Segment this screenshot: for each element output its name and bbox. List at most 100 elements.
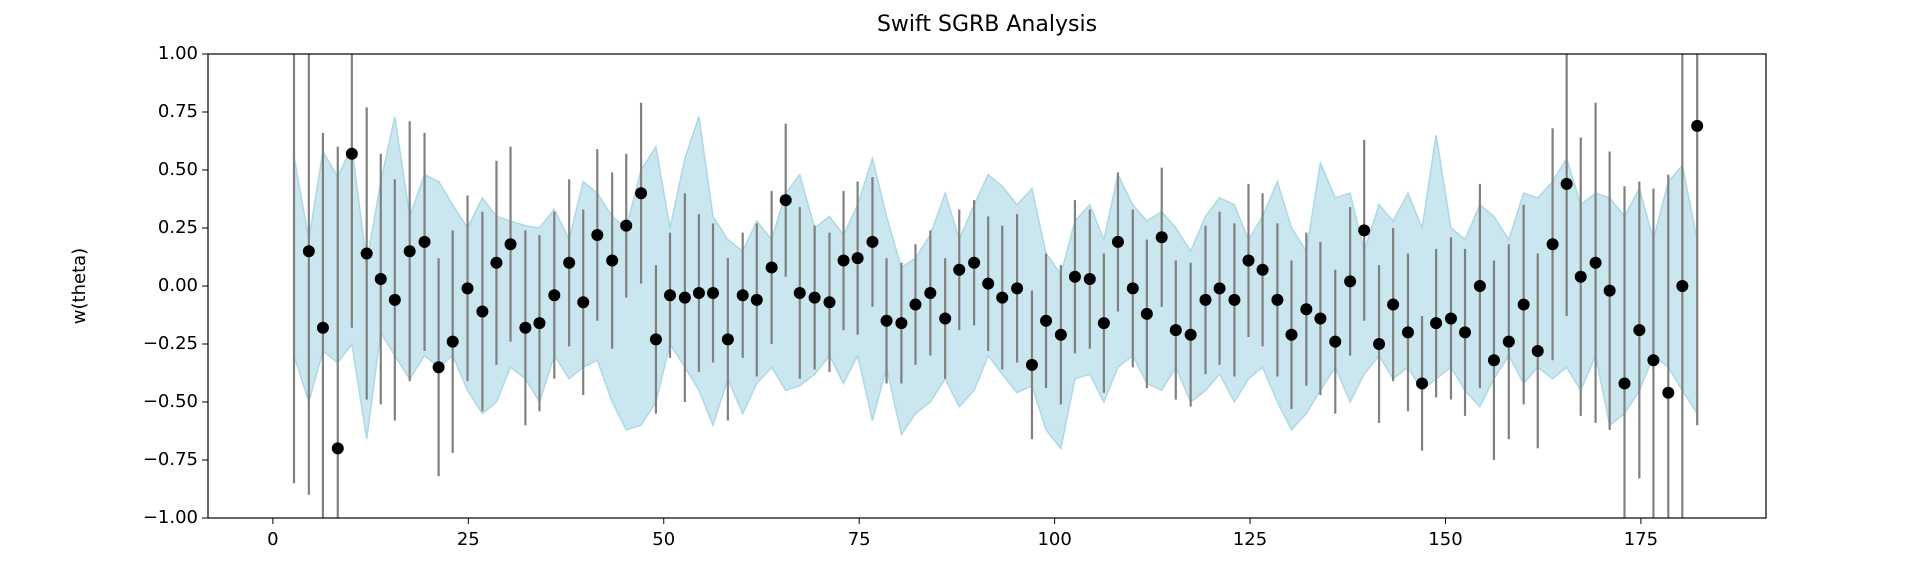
data-point	[577, 296, 590, 309]
data-point	[895, 317, 908, 330]
data-point	[345, 147, 358, 160]
x-tick-label: 0	[267, 529, 278, 550]
confidence-band	[293, 116, 1698, 451]
data-point	[1314, 312, 1327, 325]
data-point	[736, 289, 749, 302]
data-point	[461, 282, 474, 295]
data-point	[1647, 354, 1660, 367]
data-point	[1329, 335, 1342, 348]
data-point	[779, 194, 792, 207]
data-point	[649, 333, 662, 346]
data-point	[1169, 324, 1182, 337]
data-point	[953, 263, 966, 276]
data-point	[635, 187, 648, 200]
plot-area	[288, 25, 1704, 518]
data-point	[1285, 328, 1298, 341]
data-point	[620, 219, 633, 232]
x-tick-label: 175	[1624, 529, 1658, 550]
data-point	[678, 291, 691, 304]
data-point	[288, 25, 300, 37]
data-point	[519, 321, 532, 334]
data-point	[880, 314, 893, 327]
data-point	[750, 293, 763, 306]
data-point	[1473, 280, 1486, 292]
data-point	[664, 289, 677, 302]
chart-title: Swift SGRB Analysis	[877, 12, 1097, 37]
x-tick-label: 125	[1233, 529, 1267, 550]
data-point	[1300, 303, 1313, 316]
data-point	[1228, 293, 1241, 306]
y-tick-label: 0.00	[158, 275, 198, 296]
data-point	[1358, 224, 1371, 237]
x-tick-label: 50	[652, 529, 675, 550]
data-point	[924, 286, 937, 299]
data-point	[1040, 314, 1053, 327]
data-point	[851, 252, 864, 265]
data-point	[1502, 335, 1515, 348]
data-point	[1373, 338, 1386, 350]
data-point	[1633, 324, 1646, 337]
data-point	[548, 289, 561, 302]
data-point	[1054, 328, 1067, 341]
data-point	[606, 254, 619, 267]
data-point	[1618, 377, 1631, 390]
data-point	[996, 291, 1009, 304]
y-tick-label: −0.25	[143, 333, 198, 354]
data-point	[418, 235, 431, 248]
data-point	[302, 245, 315, 258]
data-point	[490, 256, 503, 269]
data-point	[504, 238, 517, 251]
data-point	[374, 273, 387, 286]
data-point	[1271, 293, 1284, 306]
data-point	[968, 256, 981, 269]
data-point	[403, 245, 416, 258]
data-point	[1430, 317, 1443, 330]
data-point	[1256, 263, 1269, 276]
data-point	[591, 228, 604, 241]
y-tick-label: 0.25	[158, 217, 198, 238]
data-point	[1416, 377, 1429, 390]
data-point	[721, 333, 734, 346]
data-point	[1140, 307, 1153, 320]
y-tick-label: 0.75	[158, 101, 198, 122]
data-point	[1560, 177, 1573, 190]
x-tick-label: 150	[1428, 529, 1462, 550]
y-tick-label: −0.75	[143, 449, 198, 470]
y-axis-label: w(theta)	[69, 248, 90, 324]
y-tick-label: −0.50	[143, 391, 198, 412]
data-point	[1242, 254, 1255, 267]
data-point	[808, 291, 821, 304]
data-point	[388, 293, 401, 306]
data-point	[823, 296, 836, 309]
data-point	[1011, 282, 1024, 295]
data-point	[1401, 326, 1414, 339]
data-point	[1603, 284, 1616, 297]
data-point	[1546, 238, 1559, 251]
data-point	[692, 286, 705, 299]
y-tick-label: 1.00	[158, 43, 198, 64]
data-point	[1387, 298, 1400, 311]
data-point	[1344, 275, 1357, 288]
data-point	[1213, 282, 1226, 295]
data-point	[563, 256, 576, 269]
data-point	[939, 312, 952, 325]
data-point	[360, 247, 373, 260]
y-tick-label: −1.00	[143, 507, 198, 528]
data-point	[1459, 326, 1472, 339]
data-point	[1199, 293, 1212, 306]
data-point	[793, 286, 806, 299]
data-point	[1126, 282, 1139, 295]
x-tick-label: 25	[457, 529, 480, 550]
data-point	[1574, 270, 1587, 283]
data-point	[533, 317, 546, 330]
data-point	[1025, 358, 1038, 371]
data-point	[1444, 312, 1457, 325]
data-point	[1083, 273, 1096, 286]
data-point	[982, 277, 995, 290]
data-point	[1487, 354, 1500, 367]
data-point	[1155, 231, 1168, 244]
data-point	[1097, 317, 1110, 330]
data-point	[1691, 119, 1704, 132]
data-point	[316, 321, 329, 334]
